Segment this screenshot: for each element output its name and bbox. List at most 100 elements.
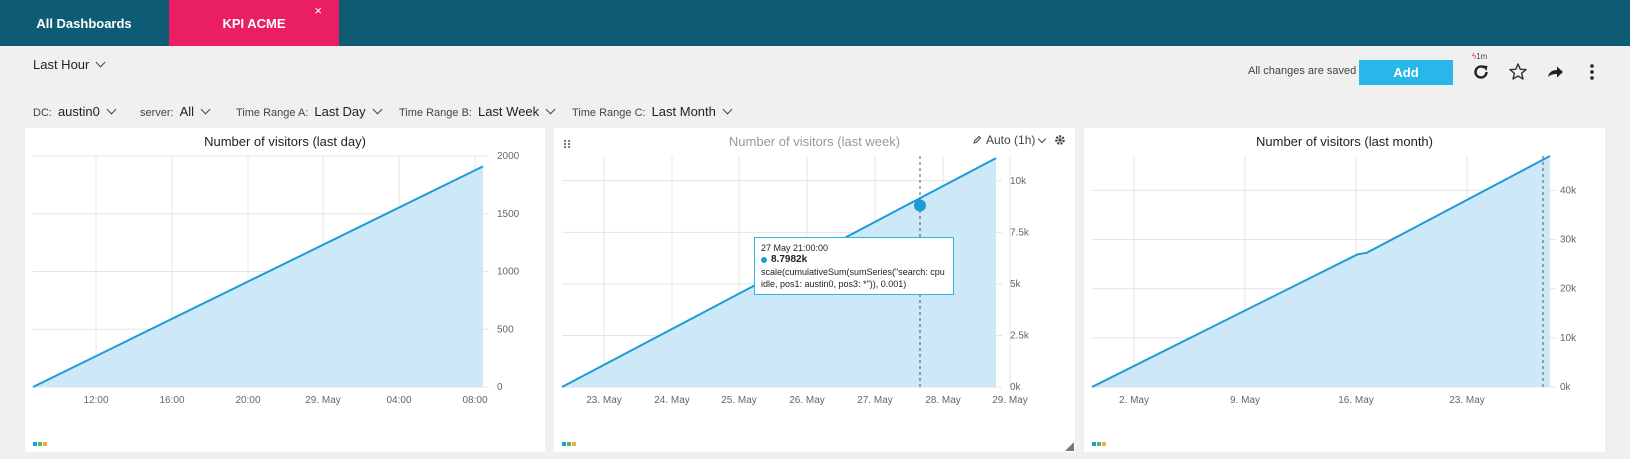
refresh-icon[interactable]	[1469, 60, 1493, 84]
data-point-tooltip: 27 May 21:00:00 8.7982k scale(cumulative…	[754, 237, 954, 295]
series-dot-icon	[761, 257, 767, 263]
chart-panel-last-week: 0k 2.5k 5k 7.5k 10k 23. May 24. May 25. May 26. …	[554, 128, 1075, 452]
filter-value: All	[179, 104, 195, 119]
x-tick-label: 04:00	[386, 395, 411, 406]
y-tick-label: 1500	[497, 209, 520, 220]
x-tick-label: 08:00	[462, 395, 487, 406]
chevron-down-icon	[95, 57, 106, 68]
chart-visitors-last-month: 0k 10k 20k 30k 40k 2. May 9. May 16. May 23. May	[1091, 155, 1577, 406]
panel-title: Number of visitors (last day)	[204, 134, 366, 149]
y-tick-label: 0k	[1010, 382, 1022, 393]
close-tab-icon[interactable]: ×	[314, 3, 322, 18]
tooltip-value-row: 8.7982k	[761, 254, 947, 266]
filter-label: Time Range B:	[399, 107, 472, 119]
time-range-label: Last Hour	[33, 57, 90, 72]
panel-title: Number of visitors (last week)	[728, 134, 901, 149]
time-range-dropdown[interactable]: Last Hour	[33, 57, 106, 72]
chart-panel-last-month: 0k 10k 20k 30k 40k 2. May 9. May 16. May 23. May…	[1084, 128, 1605, 452]
chevron-down-icon	[1038, 134, 1047, 143]
refresh-interval-badge: ϟ1m	[1472, 52, 1487, 61]
x-tick-label: 9. May	[1230, 395, 1260, 406]
series-line	[32, 165, 484, 388]
x-tick-label: 28. May	[925, 395, 961, 406]
x-tick-label: 27. May	[857, 395, 893, 406]
x-tick-label: 26. May	[789, 395, 825, 406]
x-tick-label: 16. May	[1338, 395, 1374, 406]
filter-label: Time Range C:	[572, 107, 646, 119]
legend-swatch	[1097, 442, 1101, 446]
y-tick-label: 7.5k	[1010, 227, 1030, 238]
y-tick-label: 30k	[1560, 235, 1577, 246]
y-tick-label: 1000	[497, 267, 520, 278]
chart-visitors-last-day: 0 500 1000 1500 2000 12:00 16:00 20:00 29. May 04…	[32, 151, 520, 406]
tooltip-date: 27 May 21:00:00	[761, 243, 829, 253]
legend-icon[interactable]	[562, 442, 576, 446]
legend-swatch	[43, 442, 47, 446]
legend-swatch	[567, 442, 571, 446]
y-tick-label: 40k	[1560, 185, 1577, 196]
chevron-down-icon	[200, 104, 211, 115]
x-tick-label: 24. May	[654, 395, 690, 406]
y-tick-label: 5k	[1010, 279, 1022, 290]
save-status: All changes are saved	[1248, 65, 1357, 77]
panel-title: Number of visitors (last month)	[1256, 134, 1433, 149]
chevron-down-icon	[106, 104, 117, 115]
chevron-down-icon	[372, 104, 383, 115]
star-icon[interactable]	[1506, 60, 1530, 84]
y-tick-label: 10k	[1010, 176, 1027, 187]
chart-panel-last-day: 0 500 1000 1500 2000 12:00 16:00 20:00 29. May 04…	[25, 128, 545, 452]
filter-label: Time Range A:	[236, 107, 309, 119]
filter-server[interactable]: server: All	[140, 104, 211, 119]
add-button[interactable]: Add	[1359, 60, 1453, 85]
gear-icon[interactable]	[1054, 133, 1066, 151]
legend-swatch	[38, 442, 42, 446]
x-tick-label: 16:00	[159, 395, 184, 406]
add-button-label: Add	[1393, 65, 1419, 80]
x-tick-label: 2. May	[1119, 395, 1149, 406]
legend-swatch	[1102, 442, 1106, 446]
refresh-interval-label: 1m	[1476, 52, 1488, 61]
y-tick-label: 0k	[1560, 382, 1572, 393]
hover-data-point	[914, 199, 926, 212]
x-tick-label: 29. May	[305, 395, 341, 406]
more-options-icon[interactable]	[1580, 60, 1604, 84]
edit-icon	[973, 135, 982, 144]
legend-swatch	[1092, 442, 1096, 446]
filter-time-range-b[interactable]: Time Range B: Last Week	[399, 104, 556, 119]
auto-interval-label: Auto (1h)	[986, 133, 1036, 147]
filter-label: DC:	[33, 107, 52, 119]
tooltip-series: scale(cumulativeSum(sumSeries("search: c…	[761, 267, 945, 289]
auto-interval-dropdown[interactable]: Auto (1h)	[972, 133, 1047, 147]
chevron-down-icon	[545, 104, 556, 115]
filter-value: austin0	[57, 104, 100, 119]
legend-icon[interactable]	[33, 442, 47, 446]
filter-dc[interactable]: DC: austin0	[33, 104, 117, 119]
y-tick-label: 500	[497, 324, 514, 335]
series-line	[1091, 155, 1551, 388]
lightning-icon: ϟ	[1472, 52, 1477, 61]
x-tick-label: 29. May	[992, 395, 1028, 406]
chevron-down-icon	[722, 104, 733, 115]
x-tick-label: 20:00	[235, 395, 260, 406]
x-tick-label: 25. May	[721, 395, 757, 406]
y-tick-label: 2000	[497, 151, 520, 162]
x-tick-label: 23. May	[1449, 395, 1485, 406]
legend-icon[interactable]	[1092, 442, 1106, 446]
legend-swatch	[562, 442, 566, 446]
y-tick-label: 10k	[1560, 333, 1577, 344]
tab-all-dashboards[interactable]: All Dashboards	[0, 0, 168, 46]
legend-swatch	[572, 442, 576, 446]
tab-kpi-acme[interactable]: KPI ACME ×	[169, 0, 339, 46]
x-tick-label: 23. May	[586, 395, 622, 406]
drag-handle-icon[interactable]	[563, 136, 571, 154]
tab-all-dashboards-label: All Dashboards	[36, 15, 132, 31]
y-tick-label: 20k	[1560, 284, 1577, 295]
tab-kpi-acme-label: KPI ACME	[222, 15, 286, 31]
filter-time-range-a[interactable]: Time Range A: Last Day	[236, 104, 383, 119]
resize-handle-icon[interactable]	[1065, 442, 1074, 451]
y-tick-label: 0	[497, 382, 503, 393]
share-icon[interactable]	[1543, 60, 1567, 84]
filter-label: server:	[140, 107, 174, 119]
filter-time-range-c[interactable]: Time Range C: Last Month	[572, 104, 733, 119]
x-tick-label: 12:00	[83, 395, 108, 406]
